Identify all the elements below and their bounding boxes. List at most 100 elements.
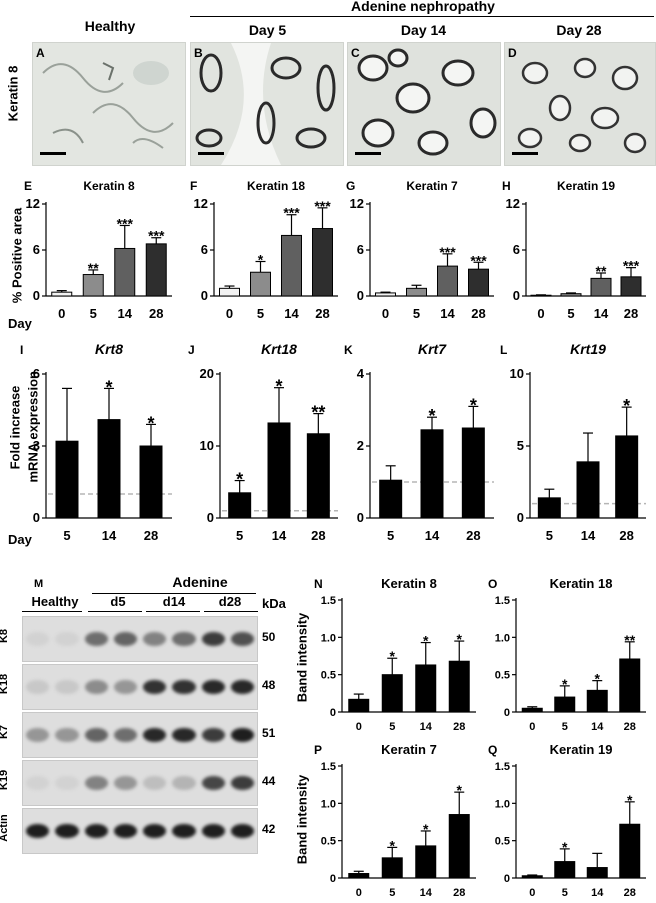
x-tick-label: 14 [440,306,455,321]
blot-band [84,632,108,646]
blot-band [55,824,79,838]
kda-value: 44 [262,774,276,788]
y-tick-label: 1.5 [495,761,510,773]
blot-band [113,776,137,790]
blot-band [230,632,254,646]
column-header-day28: Day 28 [556,22,602,38]
panel-letter-m: M [34,578,44,590]
column-header-healthy: Healthy [84,18,136,34]
y-tick-label: 0 [504,707,510,719]
y-tick-label: 0 [357,510,364,525]
blot-band [230,728,254,742]
x-tick-label: 5 [567,306,574,321]
lane-group-d14: d14 [162,594,186,609]
panel-letter-f: F [190,179,197,193]
bar-14 [576,461,600,519]
blot-band [55,776,79,790]
x-tick-label: 28 [315,306,329,321]
x-tick-label: 14 [591,721,604,733]
scale-bar-d [512,152,538,155]
blot-band [143,728,167,742]
y-tick-label: 20 [200,366,214,381]
y-tick-label: 1.0 [321,798,336,810]
chart-title: Keratin 8 [83,179,135,193]
x-tick-label: 0 [58,306,65,321]
row-label-keratin8: Keratin 8 [5,65,21,122]
blot-band [201,824,225,838]
x-tick-label: 28 [624,306,638,321]
lane-group-healthy: Healthy [31,594,79,609]
significance-marker: *** [314,198,331,214]
bar-14 [114,247,136,297]
x-tick-label: 14 [591,887,604,899]
bar-5 [554,696,576,713]
y-tick-label: 1.0 [495,798,510,810]
blot-band [230,680,254,694]
blot-band [55,680,79,694]
micrograph-healthy [32,42,186,166]
x-tick-label: 5 [389,721,395,733]
underline-d5 [88,611,142,612]
chart-p: P Keratin 7 0 0.5 1.0 1.5 0 * 5 * 14 * 28 [314,742,476,899]
blot-band [143,824,167,838]
y-tick-label: 12 [350,196,364,211]
blot-band [230,824,254,838]
y-tick-label: 6 [33,366,40,381]
area-day-label: Day [8,316,32,331]
blot-band [84,728,108,742]
bar-0 [219,287,240,297]
x-tick-label: 0 [529,887,535,899]
panel-letter-e: E [24,179,32,193]
blot-band [55,728,79,742]
significance-marker: * [236,470,243,490]
panel-letter-a: A [36,46,45,60]
x-tick-label: 14 [420,887,433,899]
panel-letter-o: O [488,577,497,591]
blot-strip-actin [22,808,258,854]
bar-14 [437,265,458,297]
y-tick-label: 0 [357,288,364,303]
y-tick-label: 5 [517,438,524,453]
y-tick-label: 2 [357,438,364,453]
x-tick-label: 14 [272,528,287,543]
y-tick-label: 0.5 [495,670,510,682]
x-tick-label: 28 [144,528,158,543]
lane-group-d28: d28 [218,594,242,609]
x-tick-label: 14 [581,528,596,543]
blot-band [26,632,50,646]
mrna-day-label: Day [8,532,32,547]
x-tick-label: 0 [356,721,362,733]
blot-header-line [92,593,256,594]
x-tick-label: 14 [594,306,609,321]
significance-marker: * [423,633,429,649]
blot-band [172,824,196,838]
chart-title: Krt8 [95,341,123,357]
y-tick-label: 0 [33,288,40,303]
tissue-day28-image [505,43,655,165]
group-header-adenine: Adenine nephropathy [351,0,495,14]
y-tick-label: 4 [357,366,365,381]
y-tick-label: 6 [33,242,40,257]
y-tick-label: 10 [200,438,214,453]
x-tick-label: 28 [453,887,465,899]
blot-row-label: K7 [0,724,10,740]
blot-band [55,632,79,646]
y-tick-label: 0 [517,510,524,525]
blot-row-label: K18 [0,673,10,695]
x-tick-label: 14 [284,306,299,321]
panel-letter-i: I [20,343,23,357]
chart-k: K Krt7 0 2 4 5 * 14 * 28 [344,341,494,543]
significance-marker: * [275,377,282,397]
y-tick-label: 0 [207,510,214,525]
kda-value: 48 [262,678,276,692]
y-tick-label: 6 [201,242,208,257]
blot-band [201,680,225,694]
panel-letter-k: K [344,343,353,357]
significance-marker: *** [283,205,300,221]
panel-letter-l: L [500,343,507,357]
x-tick-label: 5 [257,306,264,321]
significance-marker: *** [623,258,640,274]
blot-band [201,776,225,790]
significance-marker: * [470,395,477,415]
bar-0 [51,291,73,297]
